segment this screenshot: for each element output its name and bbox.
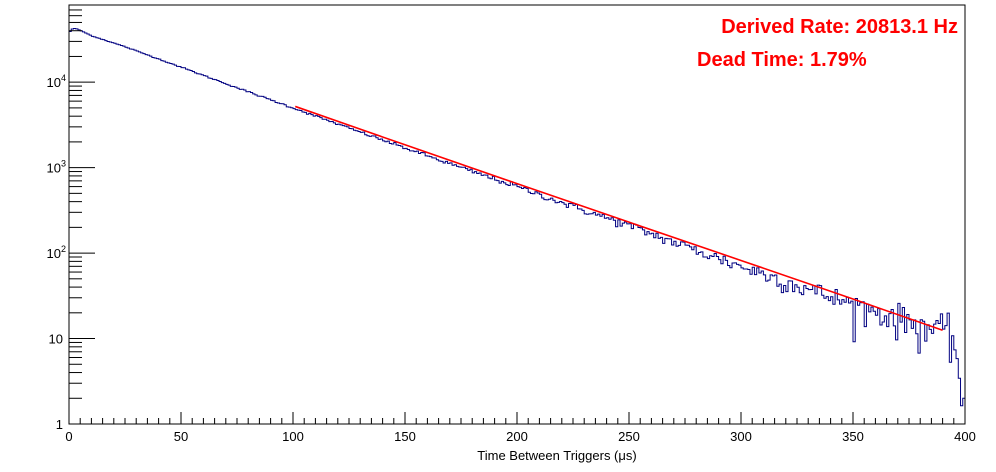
y-axis: 1 10 102 103 104 (47, 4, 95, 432)
dead-time-annotation: Dead Time: 1.79% (697, 49, 867, 71)
y-tick-label: 103 (47, 159, 66, 176)
x-tick-label: 250 (618, 429, 640, 444)
y-tick-label: 1 (56, 417, 63, 432)
histogram-line (69, 27, 965, 407)
x-tick-label: 300 (730, 429, 752, 444)
histogram-series (69, 27, 965, 407)
y-tick-label: 104 (47, 73, 66, 90)
x-tick-label: 200 (506, 429, 528, 444)
x-tick-label: 150 (394, 429, 416, 444)
derived-rate-annotation: Derived Rate: 20813.1 Hz (721, 16, 958, 38)
y-tick-label: 102 (47, 244, 66, 261)
y-tick-label: 10 (49, 332, 63, 347)
x-tick-label: 350 (842, 429, 864, 444)
fit-line (294, 105, 943, 332)
x-axis: 0 50 100 150 200 250 300 350 400 (65, 412, 976, 444)
x-tick-label: 0 (65, 429, 72, 444)
fit-series (294, 105, 943, 332)
x-tick-label: 50 (174, 429, 188, 444)
x-tick-label: 400 (954, 429, 976, 444)
x-tick-label: 100 (282, 429, 304, 444)
x-axis-title: Time Between Triggers (μs) (477, 448, 636, 463)
